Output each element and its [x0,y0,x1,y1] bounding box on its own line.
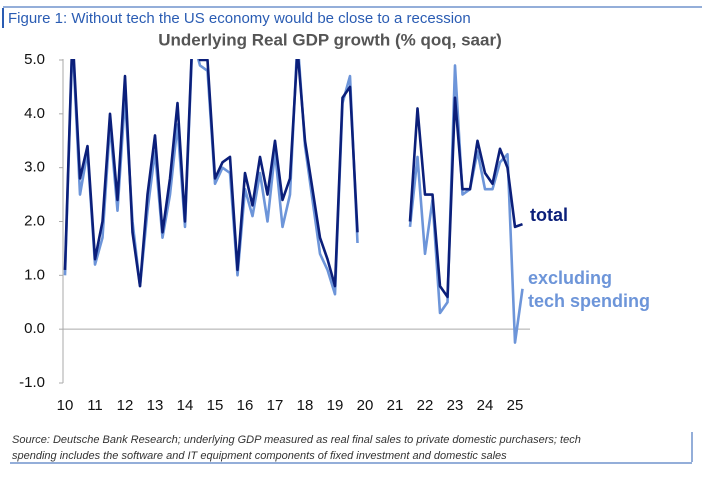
y-tick-label: 2.0 [24,212,45,229]
x-tick-label: 11 [87,397,103,414]
x-tick-label: 23 [447,397,464,414]
series-line [63,59,523,299]
x-tick-label: 12 [117,397,134,414]
x-tick-label: 14 [177,397,194,414]
source: Source: Deutsche Bank Research; underlyi… [12,434,581,446]
x-tick-label: 22 [417,397,434,414]
x-tick-label: 10 [57,397,74,414]
annotation: excluding [528,268,612,288]
y-tick-label: 1.0 [24,266,45,283]
x-tick-label: 24 [477,397,494,414]
x-tick-label: 20 [357,397,374,414]
x-tick-label: 21 [387,397,404,414]
annotation: total [530,205,568,225]
x-tick-label: 19 [327,397,344,414]
x-tick-label: 13 [147,397,164,414]
series-line [63,59,524,344]
y-tick-label: 5.0 [24,51,45,68]
x-tick-label: 25 [507,397,524,414]
x-tick-label: 17 [267,397,284,414]
y-tick-label: -1.0 [19,374,45,391]
x-tick-label: 18 [297,397,314,414]
source: spending includes the software and IT eq… [12,450,507,462]
x-tick-label: 15 [207,397,224,414]
x-tick-label: 16 [237,397,254,414]
chart-title: Figure 1: Without tech the US economy wo… [8,10,471,27]
y-tick-label: 3.0 [24,159,45,176]
y-tick-label: 0.0 [24,320,45,337]
annotation: tech spending [528,291,650,311]
y-tick-label: 4.0 [24,105,45,122]
plot-area [63,59,524,344]
chart-subtitle: Underlying Real GDP growth (% qoq, saar) [158,30,502,49]
